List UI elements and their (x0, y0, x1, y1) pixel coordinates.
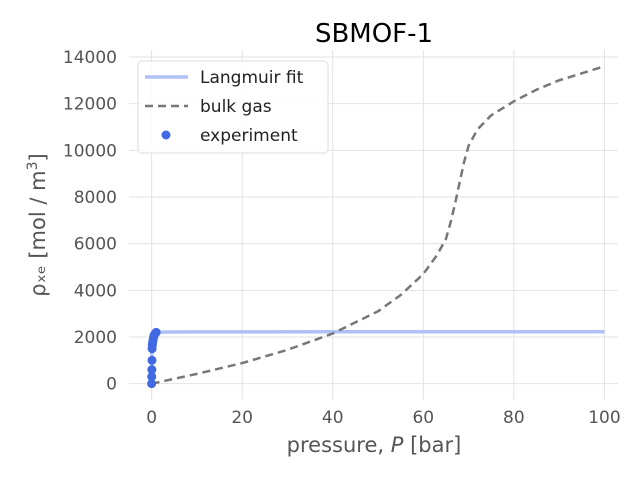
x-tick-label: 100 (588, 408, 620, 428)
x-axis-label-prefix: pressure, (287, 433, 391, 457)
y-tick-label: 8000 (74, 188, 117, 208)
y-tick-label: 6000 (74, 235, 117, 255)
y-axis-label-main: ρₓₑ [mol / m (26, 170, 50, 296)
series-line-bulk-gas (151, 65, 605, 385)
y-axis-label: ρₓₑ [mol / m3] (25, 153, 50, 296)
data-point-experiment (147, 355, 157, 365)
y-axis-label-sup: 3 (25, 161, 41, 170)
data-point-experiment (147, 379, 157, 389)
y-tick-label: 4000 (74, 281, 117, 301)
x-axis-label-suffix: [bar] (403, 433, 461, 457)
x-tick-label: 40 (322, 408, 344, 428)
legend-marker-experiment (161, 130, 171, 140)
data-point-experiment (147, 365, 157, 375)
legend-frame (137, 60, 329, 154)
y-tick-label: 10000 (63, 141, 117, 161)
series-experiment (147, 327, 161, 389)
y-tick-label: 12000 (63, 95, 117, 115)
y-tick-label: 2000 (74, 328, 117, 348)
y-tick-label: 14000 (63, 48, 117, 68)
y-tick-label: 0 (106, 375, 117, 395)
series-group (147, 65, 605, 389)
x-ticks: 0 20 40 60 80 100 (146, 408, 620, 428)
x-axis-label: pressure, P [bar] (287, 433, 462, 457)
legend-label-bulk-gas: bulk gas (200, 97, 272, 117)
legend-label-experiment: experiment (200, 126, 298, 146)
data-point-experiment (147, 372, 157, 382)
chart-title: SBMOF-1 (315, 19, 433, 49)
series-line-langmuir-fit (149, 330, 605, 384)
y-axis-label-end: ] (26, 153, 50, 161)
y-ticks: 0 2000 4000 6000 8000 10000 12000 14000 (63, 48, 117, 395)
x-tick-label: 80 (503, 408, 525, 428)
x-tick-label: 0 (146, 408, 157, 428)
x-tick-label: 60 (412, 408, 434, 428)
x-axis-label-var: P (391, 433, 404, 457)
x-tick-label: 20 (231, 408, 253, 428)
data-point-experiment (151, 327, 161, 337)
legend: Langmuir fit bulk gas experiment (137, 60, 329, 154)
legend-label-langmuir-fit: Langmuir fit (200, 68, 304, 88)
